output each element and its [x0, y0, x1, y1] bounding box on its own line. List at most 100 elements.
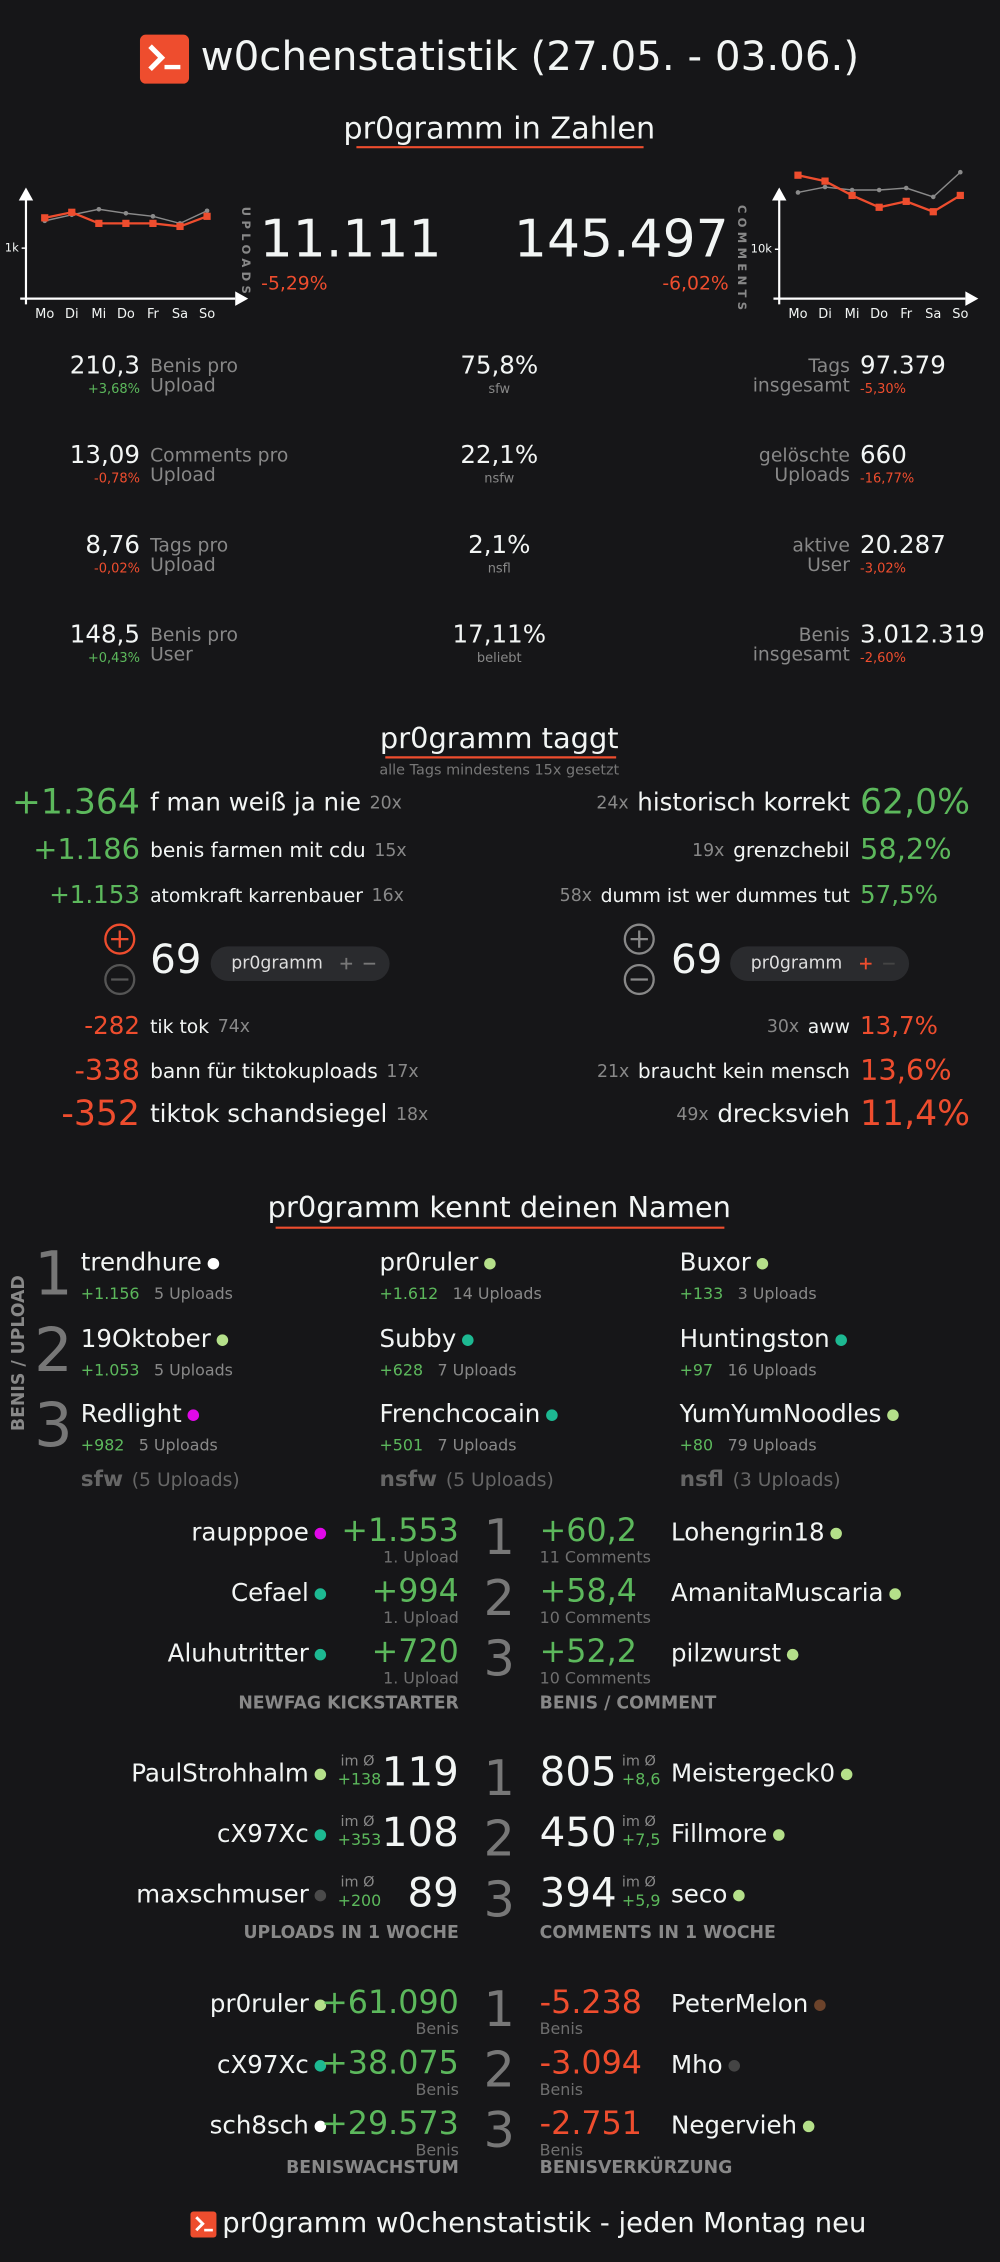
- user-dot: [786, 1648, 799, 1661]
- x-tick-label: Fr: [147, 307, 160, 322]
- user-uploads: 7 Uploads: [438, 1360, 517, 1379]
- stat-label: Benis pro: [150, 356, 238, 377]
- rank: 3: [484, 1870, 515, 1928]
- value-sub: Benis: [416, 2080, 459, 2099]
- value-sub: 1. Upload: [383, 1608, 459, 1627]
- vote-widget: [104, 923, 910, 996]
- footer-count: (5 Uploads): [446, 1470, 554, 1491]
- stat-value: 22,1%: [460, 440, 538, 469]
- tag-row: benis farmen mit cdu 15x: [150, 838, 407, 862]
- stat-label: User: [150, 645, 193, 666]
- x-tick-label: Sa: [172, 307, 188, 322]
- point: [821, 177, 829, 185]
- point: [794, 171, 802, 179]
- stat-change: -0,78%: [94, 472, 140, 487]
- user-dot: [314, 1527, 327, 1540]
- user-benis: +628: [380, 1360, 424, 1379]
- logo-icon: [139, 34, 190, 84]
- value: +61.090: [321, 1985, 459, 2021]
- stat-value: 97.379: [860, 350, 946, 379]
- rank: 1: [484, 1749, 515, 1807]
- x-tick-label: Sa: [925, 307, 941, 322]
- big-value: 11.111: [260, 209, 442, 269]
- user-name: Huntingston: [680, 1324, 830, 1353]
- point: [848, 191, 856, 200]
- tag-name: bann für tiktokuploads: [150, 1058, 378, 1082]
- stat-value: 148,5: [70, 620, 140, 649]
- block-label: COMMENTS IN 1 WOCHE: [540, 1923, 776, 1943]
- stat-label: nsfw: [484, 472, 514, 487]
- value-sub: Benis: [540, 2019, 583, 2038]
- tag-count: 18x: [396, 1105, 428, 1125]
- vertical-label: BENIS / UPLOAD: [9, 1275, 29, 1431]
- user-uploads: 79 Uploads: [728, 1435, 817, 1454]
- user-benis: +1.612: [380, 1284, 439, 1303]
- user-benis: +80: [680, 1435, 713, 1454]
- stat-change: -5,30%: [860, 382, 906, 397]
- avg-value: +200: [338, 1891, 382, 1910]
- x-tick-label: Mi: [845, 307, 860, 322]
- x-tick-label: Mo: [35, 307, 54, 322]
- block-label: BENISWACHSTUM: [286, 2158, 459, 2178]
- value: +60,2: [540, 1513, 637, 1549]
- user-dot: [830, 1527, 842, 1540]
- user-stats: +1.612 14 Uploads: [380, 1284, 542, 1303]
- rank: 2: [34, 1316, 73, 1386]
- point: [122, 219, 130, 227]
- footer-name: nsfl: [680, 1467, 724, 1492]
- stat-change: -16,77%: [860, 472, 914, 487]
- stat-label: Tags: [807, 356, 850, 377]
- column-footer: nsfw (5 Uploads): [380, 1467, 554, 1492]
- avg-label: im Ø: [622, 1814, 656, 1830]
- vertical-label: UPLOADS: [239, 207, 253, 298]
- user-benis: +501: [380, 1435, 424, 1454]
- x-tick-label: Mo: [788, 307, 807, 322]
- section-title: pr0gramm in Zahlen: [343, 111, 655, 146]
- stat-change: -2,60%: [860, 651, 906, 666]
- user-name: Subby: [380, 1324, 457, 1353]
- user-dot: [314, 1889, 327, 1902]
- stat-change: +3,68%: [88, 382, 140, 397]
- user-benis: +1.053: [81, 1360, 140, 1379]
- tag-score: 13,7%: [860, 1011, 938, 1040]
- point: [123, 210, 129, 216]
- point: [902, 197, 910, 205]
- user-dot: [484, 1257, 496, 1270]
- user-benis: +1.156: [81, 1284, 140, 1303]
- point: [795, 190, 801, 195]
- tag-pill: pr0gramm: [231, 954, 322, 974]
- user-name: cX97Xc: [217, 2050, 309, 2079]
- tag-score: 11,4%: [860, 1094, 970, 1134]
- user-name: Aluhutritter: [168, 1639, 310, 1668]
- rank: 3: [34, 1391, 73, 1461]
- tag-count: 58x: [560, 886, 592, 906]
- user-dot: [840, 1768, 853, 1781]
- point: [96, 206, 102, 212]
- stat-label: nsfl: [488, 561, 511, 576]
- user-uploads: 3 Uploads: [738, 1284, 817, 1303]
- avg-label: im Ø: [341, 1753, 375, 1769]
- stat-label: Upload: [150, 555, 216, 576]
- point: [903, 185, 909, 191]
- tag-row: 21x braucht kein mensch: [597, 1058, 850, 1082]
- value: +1.553: [341, 1513, 458, 1549]
- stat-label: insgesamt: [753, 375, 850, 396]
- value-sub: 11 Comments: [540, 1548, 651, 1567]
- footer-icon: [190, 2211, 217, 2238]
- tag-score: +1.186: [33, 832, 140, 866]
- user-uploads: 5 Uploads: [154, 1360, 233, 1379]
- tag-row: 49x drecksvieh: [676, 1099, 850, 1128]
- user-name: Meistergeck0: [671, 1758, 835, 1787]
- x-axis-arrow: [965, 291, 979, 306]
- user-name: pr0ruler: [380, 1248, 480, 1277]
- tag-count: 49x: [676, 1105, 708, 1125]
- x-tick-label: So: [199, 307, 215, 322]
- tag-name: aww: [808, 1017, 850, 1038]
- value: +29.573: [321, 2106, 459, 2142]
- user-name: Cefael: [231, 1578, 309, 1607]
- user-dot: [462, 1334, 474, 1346]
- tag-name: drecksvieh: [717, 1099, 850, 1128]
- user-dot: [802, 2120, 815, 2133]
- stat-label: aktive: [792, 535, 850, 556]
